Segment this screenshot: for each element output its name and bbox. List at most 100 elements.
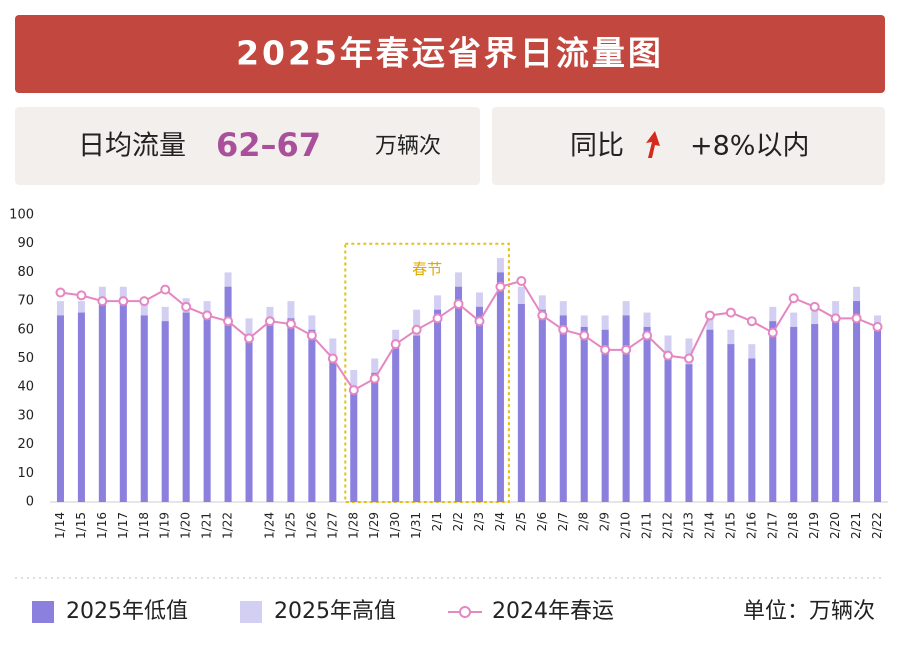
- avg-label: 日均流量: [78, 131, 186, 162]
- bar: [769, 321, 777, 502]
- legend-swatch: [240, 601, 262, 623]
- line-marker: [390, 339, 401, 350]
- bar: [643, 326, 651, 502]
- line-marker: [809, 301, 820, 312]
- x-tick-label: 2/16: [744, 512, 758, 539]
- x-tick-label: 1/24: [262, 512, 276, 539]
- line-marker: [642, 330, 653, 341]
- unit-label: 单位：万辆次: [743, 599, 875, 624]
- x-tick-label: 1/17: [116, 512, 130, 539]
- bar: [538, 309, 546, 502]
- line-marker: [495, 281, 506, 292]
- x-tick-label: 1/31: [409, 512, 423, 539]
- bar: [601, 329, 609, 502]
- x-tick-label: 2/4: [493, 512, 507, 531]
- line-marker: [872, 321, 883, 332]
- bar: [853, 301, 861, 502]
- line-marker: [725, 307, 736, 318]
- line-marker: [327, 353, 338, 364]
- line-marker: [202, 310, 213, 321]
- legend-label: 2024年春运: [492, 599, 614, 624]
- y-tick-label: 0: [26, 495, 34, 510]
- line-marker: [97, 296, 108, 307]
- bar: [203, 315, 211, 502]
- bar: [580, 326, 588, 502]
- yoy-panel: [492, 107, 885, 185]
- title: 2025年春运省界日流量图: [236, 34, 664, 73]
- y-tick-label: 20: [17, 437, 34, 452]
- bar: [287, 318, 295, 502]
- bar: [245, 335, 253, 502]
- bar: [161, 321, 169, 502]
- line-marker: [830, 313, 841, 324]
- x-tick-label: 2/19: [807, 512, 821, 539]
- bar: [706, 329, 714, 502]
- line-marker: [181, 301, 192, 312]
- line-marker: [285, 319, 296, 330]
- bar: [119, 301, 127, 502]
- legend-label: 2025年高值: [274, 599, 396, 624]
- bar: [350, 392, 358, 502]
- line-marker: [160, 284, 171, 295]
- bar: [98, 301, 106, 502]
- bar: [329, 361, 337, 502]
- line-marker: [55, 287, 66, 298]
- bar: [727, 344, 735, 502]
- bar: [434, 309, 442, 502]
- bar: [56, 315, 64, 502]
- bar: [475, 306, 483, 502]
- annotation-box: [344, 242, 510, 503]
- x-tick-label: 1/28: [346, 512, 360, 539]
- bar: [811, 324, 819, 502]
- y-tick-label: 90: [17, 236, 34, 251]
- x-tick-label: 1/29: [367, 512, 381, 539]
- bar: [371, 372, 379, 502]
- bar: [140, 315, 148, 502]
- line-marker: [537, 310, 548, 321]
- legend-label: 2025年低值: [66, 599, 188, 624]
- x-tick-label: 2/8: [577, 512, 591, 531]
- line-marker: [621, 344, 632, 355]
- line-marker: [453, 298, 464, 309]
- bar: [664, 358, 672, 502]
- line-marker: [223, 316, 234, 327]
- line-marker: [683, 353, 694, 364]
- x-tick-label: 2/12: [661, 512, 675, 539]
- line-marker: [558, 324, 569, 335]
- y-tick-label: 100: [9, 208, 34, 223]
- y-tick-label: 70: [17, 294, 34, 309]
- avg-value: 62–67: [216, 126, 321, 164]
- line-marker: [767, 327, 778, 338]
- bar: [517, 303, 525, 502]
- line-marker: [264, 316, 275, 327]
- x-tick-label: 2/21: [849, 512, 863, 539]
- yoy-value: +8%以内: [690, 131, 809, 162]
- x-tick-label: 2/9: [598, 512, 612, 531]
- x-tick-label: 2/7: [556, 512, 570, 531]
- bar: [832, 321, 840, 502]
- x-tick-label: 2/13: [681, 512, 695, 539]
- line-marker: [369, 373, 380, 384]
- bar: [748, 358, 756, 502]
- x-tick-label: 2/11: [640, 512, 654, 539]
- line: [60, 279, 878, 392]
- line-marker: [348, 385, 359, 396]
- x-tick-label: 2/18: [786, 512, 800, 539]
- x-tick-label: 1/16: [95, 512, 109, 539]
- bar: [413, 335, 421, 502]
- bar: [308, 329, 316, 502]
- line-marker: [600, 344, 611, 355]
- legend-swatch: [32, 601, 54, 623]
- line-marker: [306, 330, 317, 341]
- line-marker: [118, 296, 129, 307]
- x-tick-label: 2/5: [514, 512, 528, 531]
- line-marker: [663, 350, 674, 361]
- line-marker: [139, 296, 150, 307]
- x-tick-label: 2/20: [828, 512, 842, 539]
- bar: [77, 312, 85, 502]
- annotation-label: 春节: [412, 260, 442, 278]
- x-tick-label: 1/30: [388, 512, 402, 539]
- x-tick-label: 2/17: [765, 512, 779, 539]
- bar: [874, 329, 882, 502]
